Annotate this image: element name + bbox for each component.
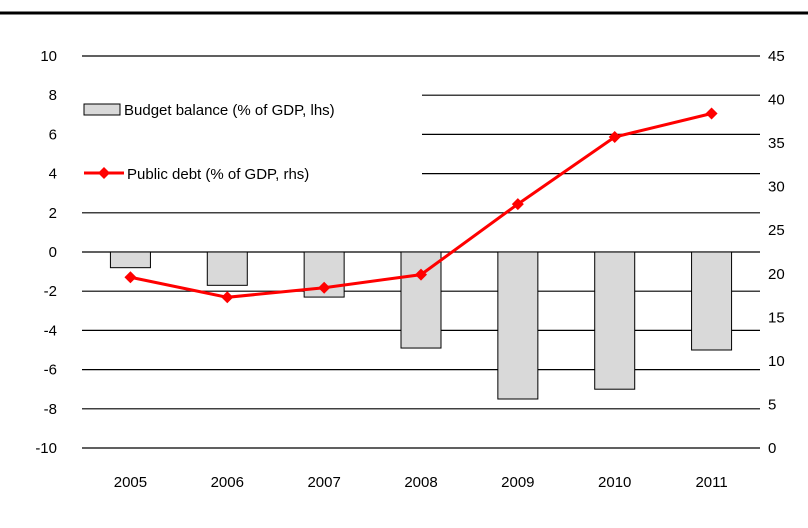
bar-2010	[594, 251, 636, 390]
bar-2008	[400, 251, 442, 349]
y-left-tick-label: -8	[44, 401, 57, 418]
x-tick-label: 2007	[307, 474, 340, 491]
bar-2005	[109, 251, 151, 269]
debt-point-2006	[221, 291, 234, 304]
legend-label-debt: Public debt (% of GDP, rhs)	[127, 166, 309, 183]
y-left-tick-label: 8	[49, 87, 57, 104]
legend-label-budget: Budget balance (% of GDP, lhs)	[124, 102, 335, 119]
x-tick-label: 2009	[501, 474, 534, 491]
bar-2009	[497, 251, 539, 400]
x-tick-label: 2010	[598, 474, 631, 491]
bar-2011	[691, 251, 733, 351]
y-left-tick-label: 4	[49, 166, 57, 183]
debt-point-2011	[705, 107, 718, 120]
y-right-axis: 45 40 35 30 25 20 15 10 5 0	[768, 48, 785, 457]
legend-background	[76, 93, 422, 193]
y-left-tick-label: 0	[49, 244, 57, 261]
debt-point-2007	[318, 281, 331, 294]
y-right-tick-label: 45	[768, 48, 785, 65]
bar-series	[109, 251, 733, 400]
y-right-tick-label: 40	[768, 92, 785, 109]
x-tick-label: 2008	[404, 474, 437, 491]
x-tick-label: 2005	[114, 474, 147, 491]
y-left-tick-label: -4	[44, 322, 57, 339]
legend: Budget balance (% of GDP, lhs) Public deb…	[76, 93, 422, 193]
x-axis: 2005 2006 2007 2008 2009 2010 2011	[114, 474, 728, 491]
y-left-tick-label: 2	[49, 205, 57, 222]
debt-point-2005	[124, 271, 137, 284]
line-series	[124, 107, 718, 304]
y-left-tick-label: 6	[49, 126, 57, 143]
y-right-tick-label: 0	[768, 440, 776, 457]
y-left-axis: 10 8 6 4 2 0 -2 -4 -6 -8 -10	[35, 48, 57, 457]
y-right-tick-label: 15	[768, 309, 785, 326]
y-right-tick-label: 35	[768, 135, 785, 152]
y-right-tick-label: 10	[768, 353, 785, 370]
y-left-tick-label: 10	[40, 48, 57, 65]
debt-point-2010	[608, 131, 621, 144]
y-right-tick-label: 5	[768, 396, 776, 413]
y-left-tick-label: -6	[44, 362, 57, 379]
y-right-tick-label: 25	[768, 222, 785, 239]
y-right-tick-label: 30	[768, 179, 785, 196]
bar-2006	[206, 251, 248, 286]
y-left-tick-label: -10	[35, 440, 57, 457]
x-tick-label: 2006	[211, 474, 244, 491]
legend-bar-swatch	[83, 103, 121, 116]
debt-point-2008	[415, 268, 427, 281]
y-left-tick-label: -2	[44, 283, 57, 300]
y-right-tick-label: 20	[768, 266, 785, 283]
legend-diamond-marker	[98, 167, 110, 179]
x-tick-label: 2011	[695, 474, 727, 491]
debt-point-2009	[511, 198, 524, 211]
